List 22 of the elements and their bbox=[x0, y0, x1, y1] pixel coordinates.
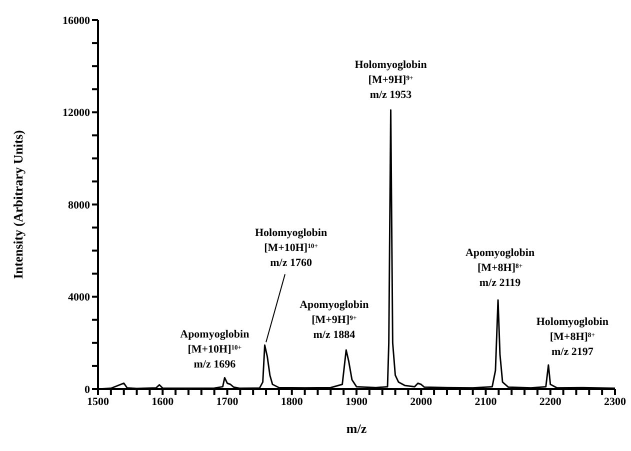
x-tick-label: 1800 bbox=[280, 396, 304, 408]
x-tick-label: 2100 bbox=[474, 396, 498, 408]
x-tick-label: 1600 bbox=[152, 396, 174, 408]
y-tick-label: 0 bbox=[84, 384, 90, 396]
y-tick-label: 8000 bbox=[68, 199, 90, 212]
annotation: Apomyoglobin [M+8H]$^{8+}$ m/z 2119 bbox=[465, 246, 535, 289]
x-tick-label: 2200 bbox=[539, 396, 562, 408]
annotation: Holomyoglobin [M+8H]$^{8+}$ m/z 2197 bbox=[536, 316, 608, 358]
y-axis-title: Intensity (Arbitrary Units) bbox=[10, 130, 26, 279]
x-axis-title: m/z bbox=[346, 421, 367, 436]
x-tick-label: 1500 bbox=[87, 396, 110, 408]
x-tick-label: 2300 bbox=[604, 396, 626, 408]
annotation: Apomyoglobin [M+10H]$^{10+}$ m/z 1696 bbox=[180, 328, 250, 371]
x-tick-label: 1900 bbox=[346, 396, 368, 408]
y-tick-label: 12000 bbox=[62, 107, 90, 120]
annotation: Holomyoglobin [M+9H]$^{9+}$ m/z 1953 bbox=[354, 58, 427, 101]
x-tick-label: 1700 bbox=[216, 396, 239, 408]
x-tick-label: 2000 bbox=[410, 396, 433, 408]
y-tick-label: 4000 bbox=[68, 292, 90, 304]
y-tick-label: 16000 bbox=[62, 14, 90, 27]
annotation: Holomyoglobin [M+10H]$^{10+}$ m/z 1760 bbox=[254, 227, 328, 270]
annotation: Apomyoglobin [M+9H]$^{9+}$ m/z 1884 bbox=[300, 299, 369, 342]
